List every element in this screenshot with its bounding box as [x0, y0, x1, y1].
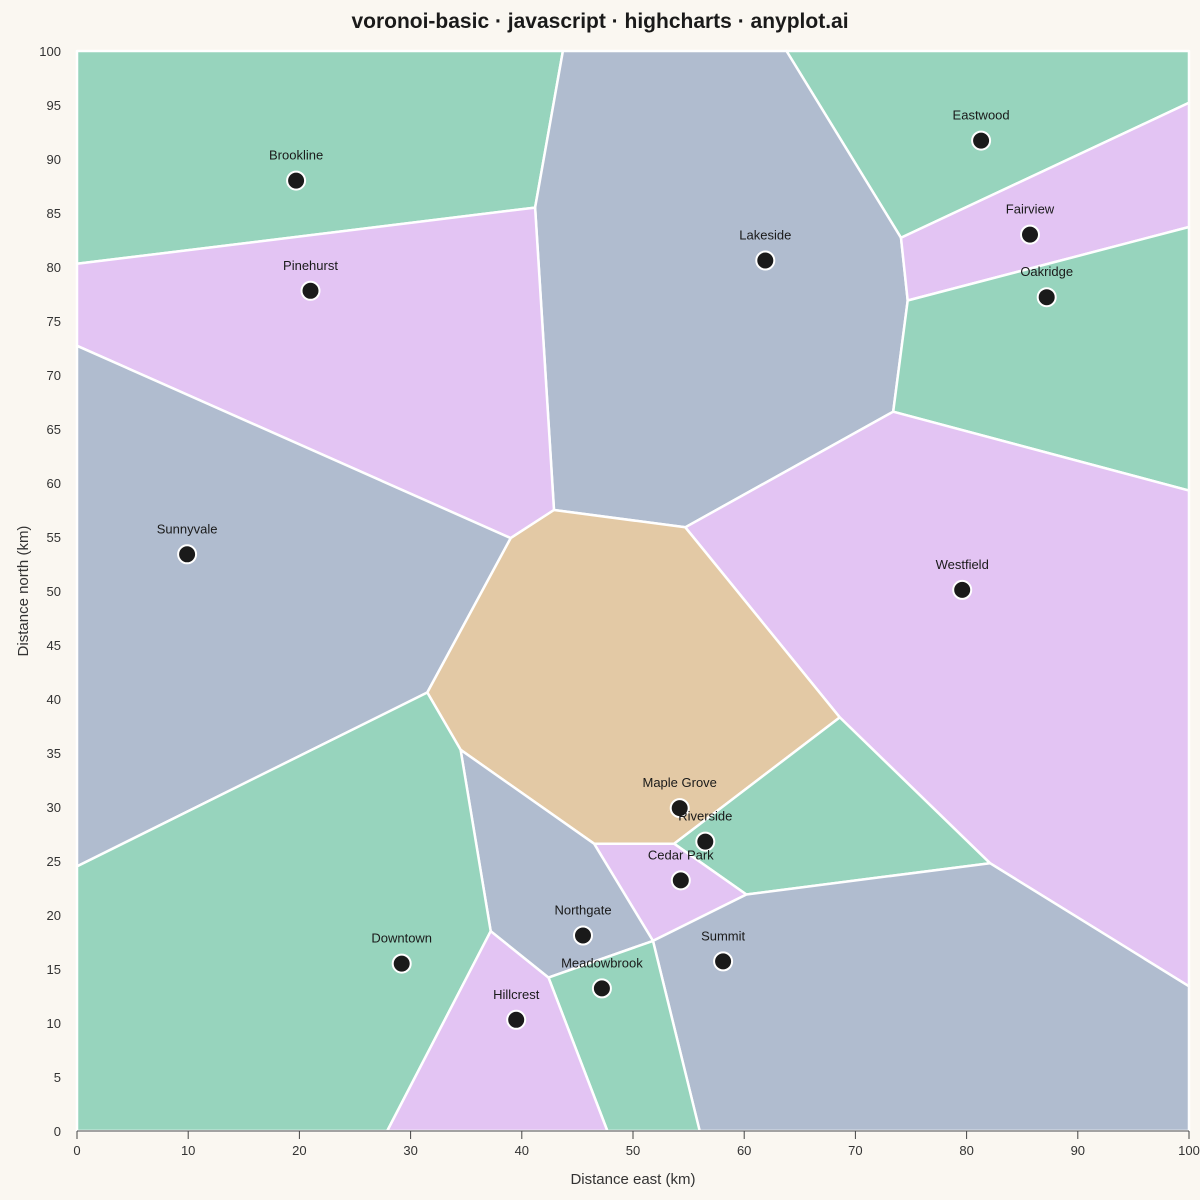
site-label-summit: Summit	[701, 928, 745, 943]
site-point-cedar-park[interactable]	[670, 870, 691, 891]
site-label-fairview: Fairview	[1006, 202, 1055, 217]
x-tick-label: 80	[959, 1143, 973, 1158]
y-tick-label: 15	[47, 962, 61, 977]
y-tick-label: 20	[47, 908, 61, 923]
y-tick-label: 45	[47, 638, 61, 653]
site-point-oakridge[interactable]	[1036, 287, 1057, 308]
x-axis-label: Distance east (km)	[570, 1171, 695, 1188]
site-label-riverside: Riverside	[678, 809, 732, 824]
site-point-maple-grove[interactable]	[669, 798, 690, 819]
x-tick-label: 70	[848, 1143, 862, 1158]
y-axis-ticks: 0 5 10 15 20 25 30 35 40 45 50 55 60 65 70 75 80 85 90 95 10…	[39, 44, 61, 1139]
y-axis-label: Distance north (km)	[15, 526, 32, 657]
site-point-eastwood[interactable]	[971, 130, 992, 151]
site-point-westfield[interactable]	[952, 579, 973, 600]
y-tick-label: 25	[47, 854, 61, 869]
y-tick-label: 35	[47, 746, 61, 761]
site-point-meadowbrook[interactable]	[591, 978, 612, 999]
site-labels: Brookline Eastwood Lakeside Fairview Oakridg…	[157, 108, 1073, 1002]
site-point-northgate[interactable]	[573, 925, 593, 946]
y-tick-label: 80	[47, 260, 61, 275]
site-point-fairview[interactable]	[1020, 224, 1040, 245]
site-points	[177, 130, 1057, 1030]
y-tick-label: 55	[47, 530, 61, 545]
site-label-brookline: Brookline	[269, 148, 323, 163]
site-point-riverside[interactable]	[695, 831, 716, 852]
site-label-meadowbrook: Meadowbrook	[561, 955, 643, 970]
y-tick-label: 50	[47, 584, 61, 599]
site-label-westfield: Westfield	[936, 557, 989, 572]
y-tick-label: 5	[54, 1070, 61, 1085]
site-label-northgate: Northgate	[554, 903, 611, 918]
x-tick-label: 10	[181, 1143, 195, 1158]
y-tick-label: 95	[47, 98, 61, 113]
x-tick-label: 50	[626, 1143, 640, 1158]
y-tick-label: 85	[47, 206, 61, 221]
chart-title: voronoi-basic · javascript · highcharts …	[351, 10, 848, 33]
y-tick-label: 65	[47, 422, 61, 437]
y-tick-label: 40	[47, 692, 61, 707]
y-tick-label: 100	[39, 44, 61, 59]
site-point-summit[interactable]	[713, 951, 734, 972]
y-tick-label: 90	[47, 152, 61, 167]
site-label-lakeside: Lakeside	[739, 228, 791, 243]
y-tick-label: 0	[54, 1124, 61, 1139]
site-label-downtown: Downtown	[371, 931, 432, 946]
y-tick-label: 10	[47, 1016, 61, 1031]
y-tick-label: 70	[47, 368, 61, 383]
x-tick-label: 60	[737, 1143, 751, 1158]
site-label-hillcrest: Hillcrest	[493, 987, 540, 1002]
site-label-cedar-park: Cedar Park	[648, 847, 714, 862]
site-point-brookline[interactable]	[286, 170, 307, 191]
site-label-sunnyvale: Sunnyvale	[157, 521, 218, 536]
site-label-oakridge: Oakridge	[1020, 264, 1073, 279]
y-tick-label: 30	[47, 800, 61, 815]
site-point-downtown[interactable]	[391, 953, 412, 974]
y-tick-label: 75	[47, 314, 61, 329]
x-axis-ticks: 0 10 20 30 40 50 60 70 80 90 100	[73, 1131, 1200, 1158]
site-point-sunnyvale[interactable]	[177, 544, 198, 565]
site-label-maple-grove: Maple Grove	[642, 775, 716, 790]
x-tick-label: 90	[1071, 1143, 1085, 1158]
x-tick-label: 100	[1178, 1143, 1200, 1158]
x-tick-label: 40	[515, 1143, 529, 1158]
voronoi-cells	[75, 49, 1191, 1133]
x-tick-label: 20	[292, 1143, 306, 1158]
site-point-lakeside[interactable]	[755, 250, 776, 271]
y-tick-label: 60	[47, 476, 61, 491]
site-point-pinehurst[interactable]	[300, 280, 321, 301]
x-tick-label: 30	[403, 1143, 417, 1158]
site-label-pinehurst: Pinehurst	[283, 258, 338, 273]
site-label-eastwood: Eastwood	[953, 108, 1010, 123]
x-tick-label: 0	[73, 1143, 80, 1158]
site-point-hillcrest[interactable]	[506, 1009, 527, 1030]
